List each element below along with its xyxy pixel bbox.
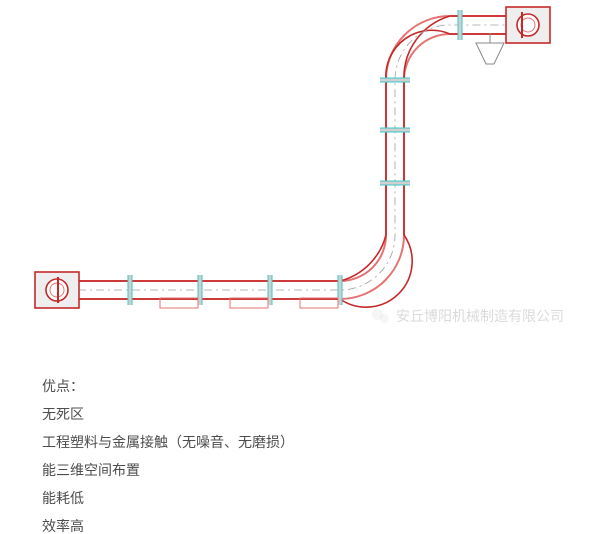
- conveyor-diagram: 安丘博阳机械制造有限公司: [0, 0, 601, 360]
- watermark-text: 安丘博阳机械制造有限公司: [396, 306, 564, 326]
- advantage-item: 能三维空间布置: [42, 456, 559, 484]
- conveyor-tube-body: [60, 25, 520, 290]
- conveyor-tube-core: [60, 25, 520, 290]
- advantage-item: 无死区: [42, 400, 559, 428]
- drive-right-wheel: [517, 14, 539, 36]
- advantages-block: 优点： 无死区工程塑料与金属接触（无噪音、无磨损）能三维空间布置能耗低效率高: [0, 360, 601, 534]
- _: [60, 25, 520, 290]
- discharge-hopper: [476, 43, 504, 64]
- advantage-item: 工程塑料与金属接触（无噪音、无磨损）: [42, 428, 559, 456]
- conveyor-tube-edge: [60, 16, 520, 307]
- conveyor-centerline: [60, 25, 520, 290]
- conveyor-tube-edge: [60, 30, 520, 281]
- watermark: 安丘博阳机械制造有限公司: [370, 306, 564, 326]
- wechat-icon: [370, 306, 390, 326]
- advantage-item: 能耗低: [42, 484, 559, 512]
- advantage-item: 效率高: [42, 512, 559, 534]
- advantages-heading: 优点：: [42, 372, 559, 400]
- advantages-list: 无死区工程塑料与金属接触（无噪音、无磨损）能三维空间布置能耗低效率高: [42, 400, 559, 534]
